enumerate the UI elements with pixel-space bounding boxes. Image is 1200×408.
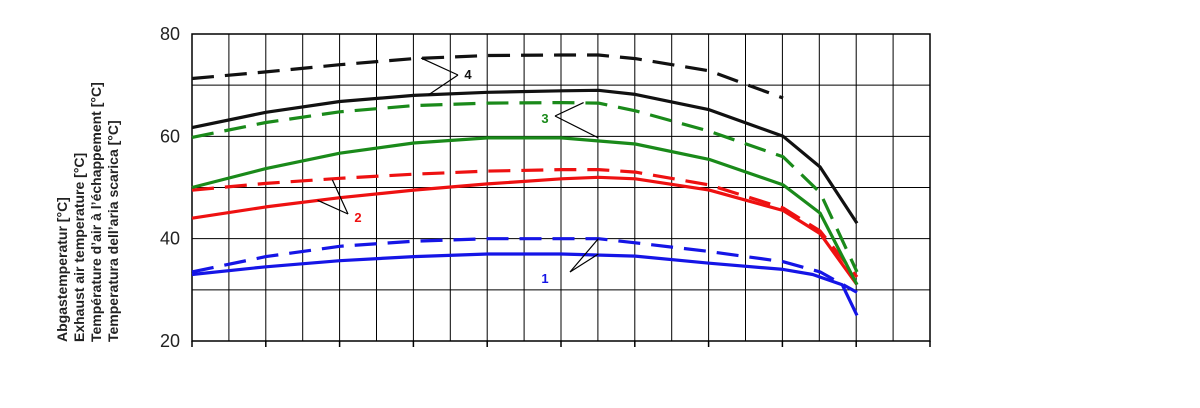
series-4-dashed-line [191, 53, 784, 100]
y-axis-label-fr: Température d’air à l’échappement [°C] [88, 82, 104, 342]
callout-label-3: 3 [541, 111, 548, 126]
series-lines [191, 53, 859, 317]
callout-leader-line [554, 115, 599, 139]
series-1-solid-line [191, 252, 859, 317]
callout-leader-line [420, 57, 459, 76]
y-axis-label: Abgastemperatur [°C] Exhaust air tempera… [54, 82, 121, 342]
y-tick-label: 60 [160, 126, 180, 146]
y-tick-labels: 20 40 60 80 [160, 24, 180, 351]
series-3-dashed-line [191, 101, 859, 273]
y-axis-label-en: Exhaust air temperature [°C] [71, 153, 87, 342]
callout-leader-line [428, 74, 459, 96]
callout-leader-line [569, 253, 599, 273]
y-tick-label: 80 [160, 24, 180, 44]
callout-leader-line [331, 179, 349, 215]
callout-leader-line [554, 102, 584, 117]
callout-label-2: 2 [354, 210, 361, 225]
callout-leader-line [569, 238, 599, 273]
series-4-solid-line [191, 88, 859, 225]
y-tick-label: 40 [160, 229, 180, 249]
series-2-dashed-line [191, 168, 859, 279]
y-axis-label-it: Temperatura dell’aria scarica [°C] [105, 120, 121, 342]
callout-label-1: 1 [541, 271, 548, 286]
series-1-dashed-line [191, 237, 858, 294]
callouts: 1 2 3 4 [317, 57, 599, 286]
series-3-solid-line [191, 136, 859, 286]
y-tick-label: 20 [160, 331, 180, 351]
callout-leader-line [317, 199, 349, 215]
series-2-solid-line [191, 175, 859, 286]
grid [191, 33, 931, 347]
y-axis-label-de: Abgastemperatur [°C] [54, 197, 70, 342]
callout-label-4: 4 [464, 67, 472, 82]
